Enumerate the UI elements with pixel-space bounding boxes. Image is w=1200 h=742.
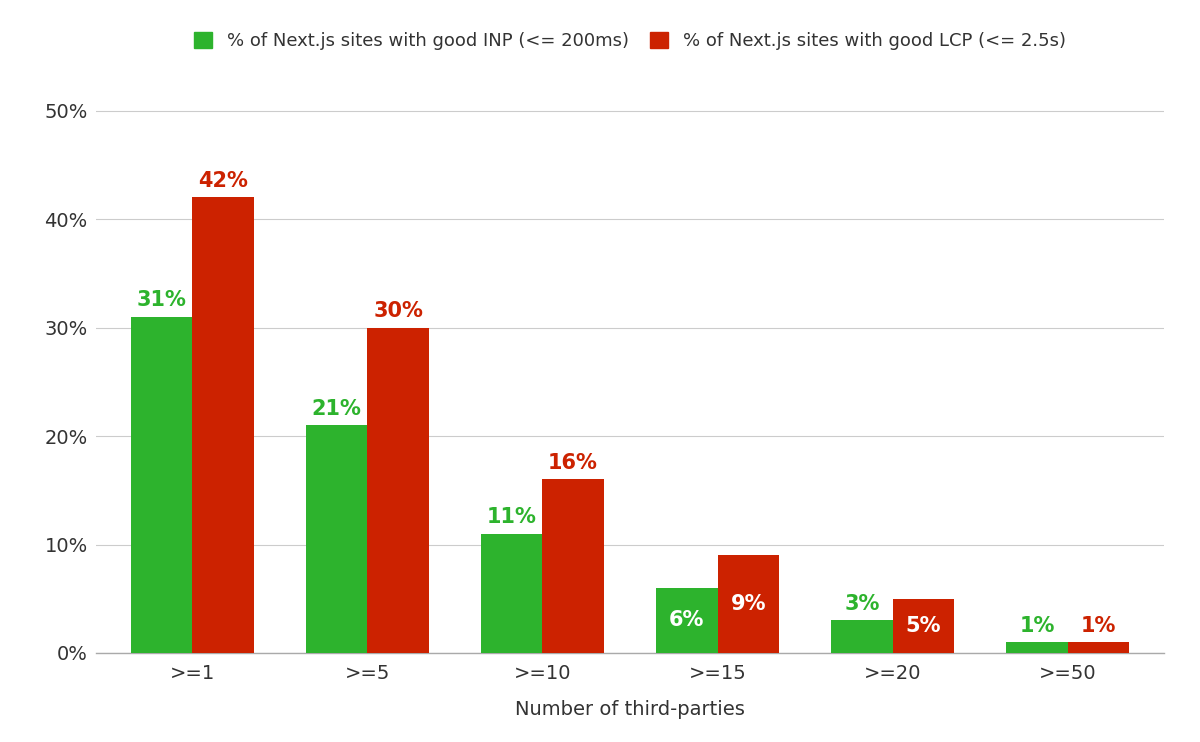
Legend: % of Next.js sites with good INP (<= 200ms), % of Next.js sites with good LCP (<: % of Next.js sites with good INP (<= 200… [187, 24, 1073, 57]
Text: 9%: 9% [731, 594, 766, 614]
Text: 3%: 3% [845, 594, 880, 614]
Bar [306, 425, 367, 653]
Bar [832, 620, 893, 653]
Text: 16%: 16% [548, 453, 598, 473]
Bar [192, 197, 253, 653]
Text: 42%: 42% [198, 171, 248, 191]
Text: 30%: 30% [373, 301, 422, 321]
Text: 11%: 11% [487, 508, 536, 527]
Text: 6%: 6% [670, 611, 704, 631]
Bar [481, 533, 542, 653]
X-axis label: Number of third-parties: Number of third-parties [515, 700, 745, 719]
Bar [1007, 642, 1068, 653]
Bar [367, 328, 428, 653]
Bar [1068, 642, 1129, 653]
Bar [542, 479, 604, 653]
Bar [656, 588, 718, 653]
Text: 1%: 1% [1081, 616, 1116, 636]
Bar [718, 555, 779, 653]
Bar [893, 599, 954, 653]
Text: 31%: 31% [137, 290, 186, 310]
Bar [131, 317, 192, 653]
Text: 5%: 5% [906, 616, 941, 636]
Text: 1%: 1% [1019, 616, 1055, 636]
Text: 21%: 21% [312, 398, 361, 418]
